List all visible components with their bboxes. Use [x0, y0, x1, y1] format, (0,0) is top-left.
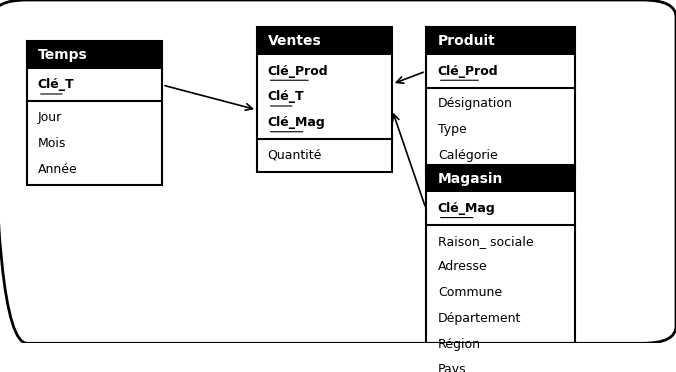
Text: Quantité: Quantité	[268, 149, 322, 162]
Text: Produit: Produit	[438, 34, 496, 48]
Text: Adresse: Adresse	[438, 260, 487, 273]
FancyBboxPatch shape	[0, 0, 676, 350]
Text: Temps: Temps	[38, 48, 88, 62]
Text: Clé_T: Clé_T	[268, 90, 304, 103]
Text: Raison_ sociale: Raison_ sociale	[438, 235, 533, 248]
Text: Désignation: Désignation	[438, 97, 512, 110]
Text: Commune: Commune	[438, 286, 502, 299]
Bar	[426, 165, 575, 372]
Bar	[257, 28, 392, 55]
Text: Région: Région	[438, 338, 481, 351]
Bar	[426, 28, 575, 55]
Text: Année: Année	[38, 163, 78, 176]
Text: Clé_Prod: Clé_Prod	[438, 65, 498, 78]
Bar	[27, 41, 162, 69]
Text: Clé_Mag: Clé_Mag	[268, 116, 325, 129]
Text: Département: Département	[438, 312, 521, 325]
Text: Clé_Prod: Clé_Prod	[268, 65, 329, 78]
Text: Magasin: Magasin	[438, 171, 503, 186]
Text: Calégorie: Calégorie	[438, 149, 498, 162]
Text: Type: Type	[438, 123, 466, 136]
Bar	[257, 28, 392, 171]
Bar	[27, 41, 162, 185]
Text: Clé_Mag: Clé_Mag	[438, 202, 496, 215]
Text: Clé_T: Clé_T	[38, 78, 74, 92]
Text: Ventes: Ventes	[268, 34, 322, 48]
Bar	[426, 165, 575, 192]
Text: Jour: Jour	[38, 111, 62, 124]
Text: Mois: Mois	[38, 137, 66, 150]
Text: Pays: Pays	[438, 363, 466, 372]
Bar	[426, 28, 575, 171]
